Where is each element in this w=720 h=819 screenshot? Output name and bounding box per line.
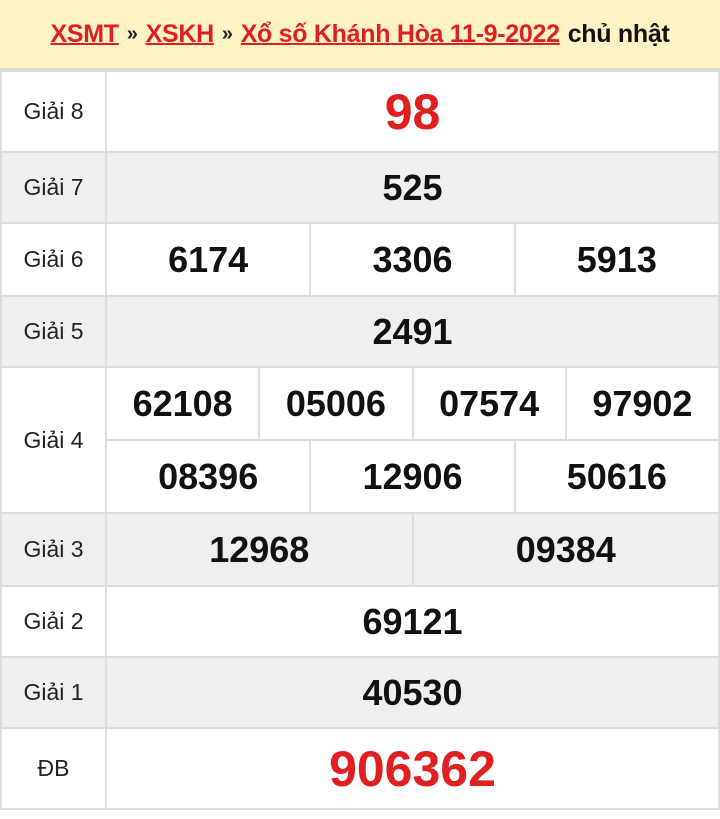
prize-label: Giải 5 [0,295,107,368]
prize-row-g4-second: 08396 12906 50616 [1,439,720,514]
prize-row-special: ĐB 906362 [0,727,720,810]
prize-number: 2491 [105,295,720,368]
prize-number: 07574 [411,368,565,439]
prize-row-g4: Giải 4 62108 05006 07574 97902 [0,366,720,514]
prize-label: Giải 2 [0,585,107,658]
prize-label: Giải 8 [0,70,107,153]
prize-row-g7: Giải 7 525 [0,151,720,224]
prize-number: 525 [105,151,720,224]
breadcrumb-link-xskh[interactable]: XSKH [145,19,215,48]
prize-number: 3306 [309,224,513,295]
prize-numbers: 12968 09384 [105,512,720,587]
breadcrumb-separator: » [126,22,138,45]
prize-label: Giải 7 [0,151,107,224]
prize-numbers: 08396 12906 50616 [105,439,720,514]
prize-number: 12906 [309,441,513,512]
prize-number: 97902 [564,368,718,439]
prize-number: 05006 [258,368,411,439]
prize-number: 62108 [132,382,233,424]
prize-label: ĐB [0,727,107,810]
prize-number: 50616 [513,441,718,512]
prize-number: 5913 [513,224,718,295]
prize-label: Giải 3 [0,512,107,587]
prize-number: 69121 [105,585,720,658]
prize-number: 6174 [168,238,249,280]
prize-row-g1: Giải 1 40530 [0,656,720,729]
prize-numbers: 6174 3306 5913 [105,222,720,297]
results-table: Giải 8 98 Giải 7 525 Giải 6 6174 3306 59… [0,70,720,810]
breadcrumb-link-result-page[interactable]: Xổ số Khánh Hòa 11-9-2022 [240,19,560,48]
breadcrumb: XSMT » XSKH » Xổ số Khánh Hòa 11-9-2022 … [0,0,720,70]
breadcrumb-link-xsmt[interactable]: XSMT [50,19,120,48]
prize-label: Giải 6 [0,222,107,297]
weekday-label: chủ nhật [567,19,670,48]
special-prize-number: 906362 [105,727,720,810]
breadcrumb-separator: » [221,22,233,45]
prize-number: 12968 [209,528,310,570]
prize-row-g5: Giải 5 2491 [0,295,720,368]
prize-row-g8: Giải 8 98 [0,70,720,153]
prize-row-g2: Giải 2 69121 [0,585,720,658]
prize-label: Giải 4 [0,366,107,514]
prize-number: 40530 [105,656,720,729]
prize-number: 98 [105,70,720,153]
prize-label: Giải 1 [0,656,107,729]
prize-row-g3: Giải 3 12968 09384 [0,512,720,587]
prize-number: 08396 [158,455,259,497]
prize-numbers: 62108 05006 07574 97902 [105,366,720,441]
prize-number: 09384 [411,514,719,585]
prize-row-g6: Giải 6 6174 3306 5913 [0,222,720,297]
